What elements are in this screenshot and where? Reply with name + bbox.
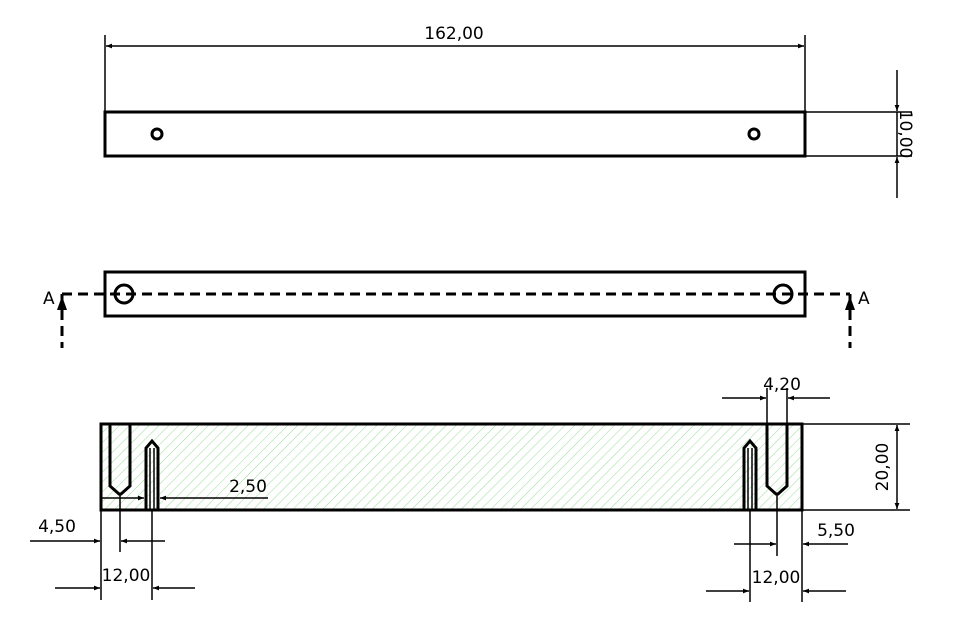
dim-text-section-height: 20,00 xyxy=(873,443,893,492)
section-label-right: A xyxy=(858,289,870,309)
top-view: 162,00 10,00 xyxy=(103,24,915,198)
dimension-right-edge-offset: 5,50 xyxy=(734,494,855,602)
section-view: 4,20 20,00 2,50 4,50 12,00 xyxy=(30,375,910,602)
dim-text-top-height: 10,00 xyxy=(895,110,915,159)
dim-text-hole-width: 4,20 xyxy=(763,375,801,395)
left-hole xyxy=(150,127,164,141)
dim-text-right-spacing: 12,00 xyxy=(752,568,801,588)
section-label-left: A xyxy=(43,289,55,309)
section-arrow-right: A xyxy=(845,289,870,348)
section-view-outline xyxy=(99,422,804,512)
dimension-top-height: 10,00 xyxy=(805,70,915,198)
section-hatch xyxy=(101,424,802,510)
dim-text-left-edge-offset: 4,50 xyxy=(38,517,76,537)
dimension-hole-width: 4,20 xyxy=(722,375,830,424)
top-view-outline xyxy=(103,110,807,158)
section-arrow-left: A xyxy=(43,289,67,348)
middle-view: A A xyxy=(43,270,870,348)
dim-text-right-edge-offset: 5,50 xyxy=(817,521,855,541)
dimension-left-spacing: 12,00 xyxy=(55,510,195,600)
dimension-top-length: 162,00 xyxy=(104,24,806,112)
dimension-section-height: 20,00 xyxy=(802,423,910,511)
dim-text-top-length: 162,00 xyxy=(424,24,483,44)
dimension-left-edge-offset: 4,50 xyxy=(30,494,165,600)
dim-text-left-spacing: 12,00 xyxy=(102,566,151,586)
dimension-right-spacing: 12,00 xyxy=(706,510,846,602)
right-hole xyxy=(747,127,761,141)
dimension-slot-offset: 2,50 xyxy=(100,477,268,501)
dim-text-slot-offset: 2,50 xyxy=(229,477,267,497)
